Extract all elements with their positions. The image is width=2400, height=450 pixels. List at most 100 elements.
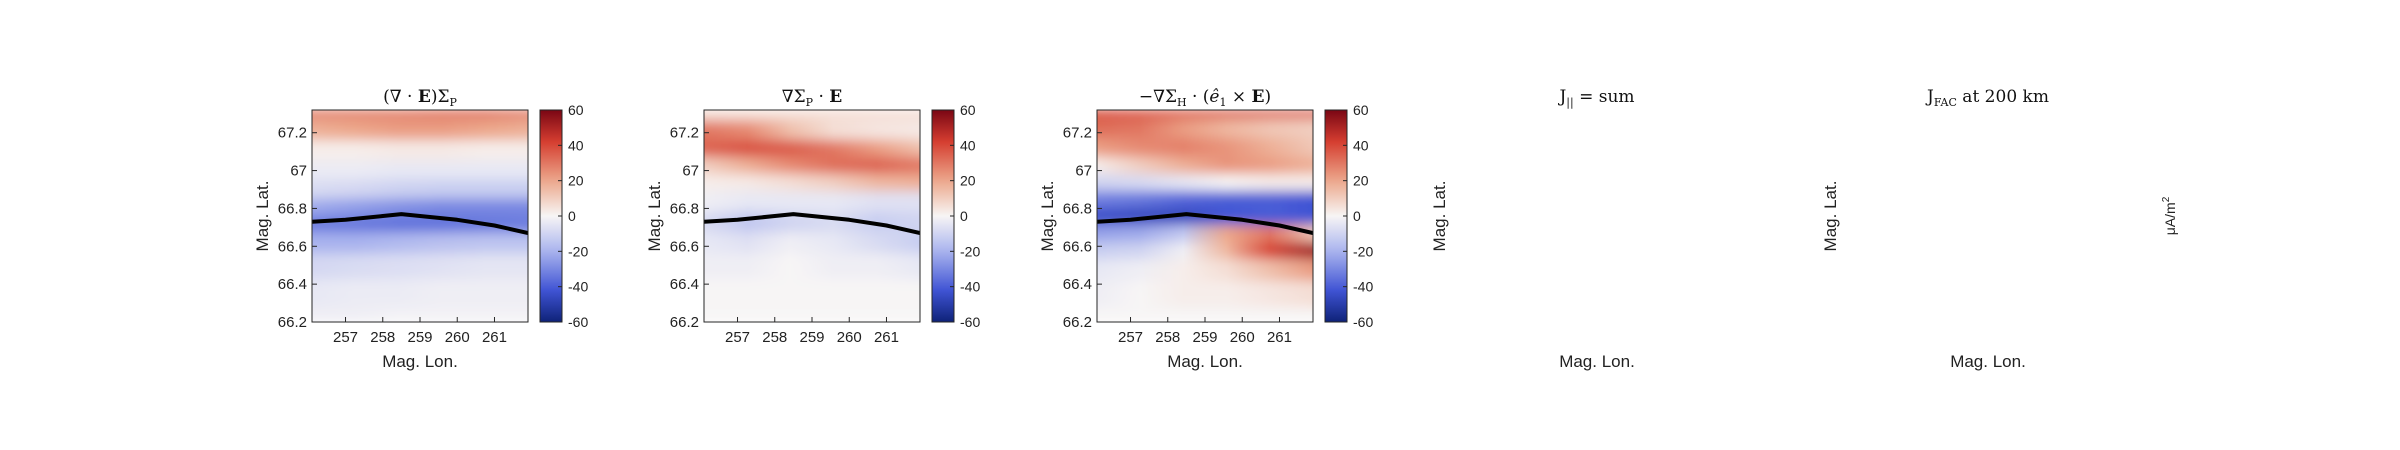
panel-5: JFAC at 200 km Mag. Lon. Mag. Lat. μA/m2 [1821, 87, 2178, 371]
heatmap-plot: 257 258 259 260 261 66.2 66.4 66.6 66.8 67 67.2 [670, 109, 921, 346]
x-tick-label: 257 [1118, 329, 1143, 346]
y-tick-label: 66.6 [278, 238, 307, 255]
colorbar-tick-label: -20 [1353, 243, 1373, 259]
x-tick-label: 258 [762, 329, 787, 346]
y-tick-label: 66.4 [1063, 276, 1092, 293]
heatmap-band [704, 307, 920, 322]
heatmap-band [312, 160, 528, 181]
x-tick-label: 258 [1155, 329, 1180, 346]
colorbar-tick-label: 60 [1353, 102, 1369, 118]
y-tick-label: 67.2 [1063, 125, 1092, 142]
colorbar-tick-label: 0 [960, 208, 968, 224]
heatmap-band [1097, 259, 1313, 282]
x-axis-label: Mag. Lon. [1559, 352, 1635, 371]
y-tick-label: 66.6 [670, 238, 699, 255]
colorbar-tick-label: -60 [1353, 314, 1373, 330]
y-tick-label: 66.4 [278, 276, 307, 293]
x-axis-label: Mag. Lon. [382, 352, 458, 371]
panel-1: (∇ · E)ΣP 257 258 259 260 261 66.2 66.4 66.6 66.… [253, 87, 588, 371]
colorbar-tick-label: -60 [960, 314, 980, 330]
heatmap-band [312, 179, 528, 200]
boundary-line [704, 212, 920, 235]
y-tick-label: 67 [682, 163, 699, 180]
y-axis-label: Mag. Lat. [645, 181, 664, 252]
field-layer [704, 110, 920, 322]
colorbar-tick-label: 20 [960, 173, 976, 189]
x-tick-label: 257 [725, 329, 750, 346]
panel-title: −∇ΣH · (ê1 × E) [1139, 87, 1271, 109]
colorbar: 60 40 20 0 -20 -40 -60 [539, 102, 588, 330]
colorbar-tick-label: -60 [568, 314, 588, 330]
x-tick-label: 261 [874, 329, 899, 346]
x-axis-label: Mag. Lon. [1167, 352, 1243, 371]
panel-title: (∇ · E)ΣP [383, 87, 457, 109]
colorbar-tick-label: 40 [1353, 137, 1369, 153]
x-tick-label: 261 [1267, 329, 1292, 346]
heatmap-band [1097, 156, 1313, 175]
y-axis-label: Mag. Lat. [253, 181, 272, 252]
heatmap-band [704, 156, 920, 175]
heatmap-band [1097, 137, 1313, 158]
heatmap-band [1097, 110, 1313, 120]
heatmap-band [312, 253, 528, 280]
colorbar-tick-label: 60 [960, 102, 976, 118]
heatmap-band [312, 215, 528, 234]
y-tick-label: 66.8 [1063, 200, 1092, 217]
colorbar-tick-label: 0 [1353, 208, 1361, 224]
panel-title: J|| = sum [1557, 87, 1634, 110]
heatmap-plot: 257 258 259 260 261 66.2 66.4 66.6 66.8 67 67.2 [1063, 109, 1314, 346]
colorbar-unit-label: μA/m2 [2161, 196, 2178, 235]
y-tick-label: 67 [1075, 163, 1092, 180]
x-tick-label: 260 [445, 329, 470, 346]
y-axis-label: Mag. Lat. [1821, 181, 1840, 252]
y-tick-label: 67.2 [278, 125, 307, 142]
y-tick-label: 66.4 [670, 276, 699, 293]
colorbar-tick-label: 40 [568, 137, 584, 153]
panel-title: JFAC at 200 km [1925, 87, 2049, 109]
colorbar-tick-label: -40 [960, 279, 980, 295]
heatmap-band [1097, 224, 1313, 243]
x-tick-label: 259 [407, 329, 432, 346]
panel-3: −∇ΣH · (ê1 × E) 257 258 259 260 261 66.2 66.4 6… [1038, 87, 1373, 371]
heatmap-band [312, 198, 528, 217]
heatmap-band [1097, 280, 1313, 309]
heatmap-band [312, 110, 528, 120]
heatmap-band [704, 139, 920, 158]
colorbar-tick-label: 40 [960, 137, 976, 153]
heatmap-band [704, 278, 920, 309]
y-tick-label: 66.2 [670, 314, 699, 331]
x-tick-label: 260 [837, 329, 862, 346]
x-tick-label: 259 [799, 329, 824, 346]
heatmap-band [1097, 118, 1313, 139]
heatmap-band [312, 139, 528, 162]
heatmap-band [704, 190, 920, 213]
y-axis-label: Mag. Lat. [1038, 181, 1057, 252]
x-tick-label: 260 [1230, 329, 1255, 346]
y-tick-label: 66.2 [278, 314, 307, 331]
x-tick-label: 261 [482, 329, 507, 346]
colorbar-tick-label: -20 [568, 243, 588, 259]
heatmap-band [312, 232, 528, 255]
y-tick-label: 67.2 [670, 125, 699, 142]
colorbar-tick-label: 20 [568, 173, 584, 189]
colorbar: 60 40 20 0 -20 -40 -60 [1324, 102, 1373, 330]
heatmap-band [1097, 307, 1313, 322]
heatmap-band [1097, 173, 1313, 192]
colorbar-tick-label: 60 [568, 102, 584, 118]
y-tick-label: 66.6 [1063, 238, 1092, 255]
heatmap-band [312, 278, 528, 309]
y-tick-label: 66.8 [278, 200, 307, 217]
boundary-line [1097, 212, 1313, 235]
y-axis-label: Mag. Lat. [1430, 181, 1449, 252]
y-tick-label: 67 [290, 163, 307, 180]
heatmap-band [704, 120, 920, 141]
panel-title: ∇ΣP · E [782, 87, 843, 109]
x-axis-label: Mag. Lon. [1950, 352, 2026, 371]
heatmap-band [704, 232, 920, 255]
heatmap-band [704, 253, 920, 280]
heatmap-band [704, 173, 920, 192]
heatmap-band [1097, 190, 1313, 209]
y-tick-label: 66.8 [670, 200, 699, 217]
colorbar-tick-label: 20 [1353, 173, 1369, 189]
